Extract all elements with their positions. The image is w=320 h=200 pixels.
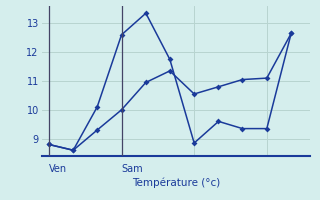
Text: Température (°c): Température (°c) (132, 178, 220, 188)
Text: Sam: Sam (122, 164, 143, 174)
Text: Ven: Ven (49, 164, 67, 174)
